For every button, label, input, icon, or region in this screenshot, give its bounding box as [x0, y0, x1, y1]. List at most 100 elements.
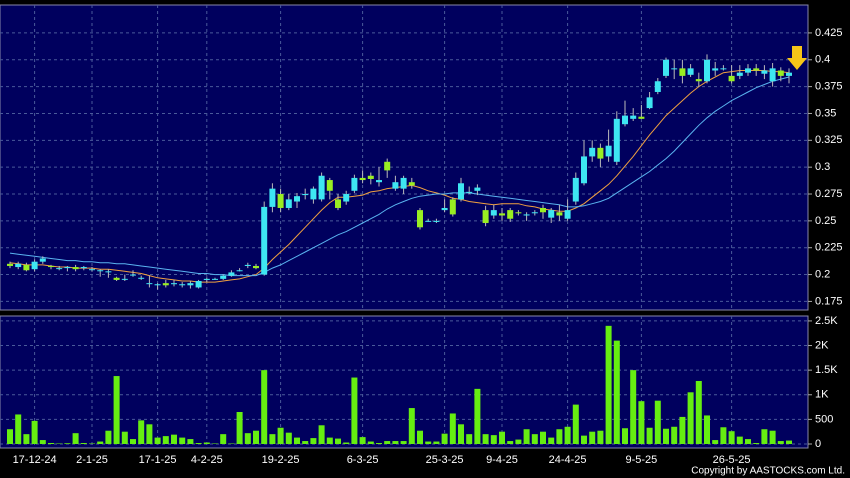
y-tick-label: 0.175 [815, 295, 843, 307]
y-tick-label: 0.275 [815, 188, 843, 200]
volume-bar [490, 435, 497, 444]
candle-body [507, 210, 514, 219]
candle-body [326, 180, 333, 191]
candle-body [654, 81, 661, 92]
candle-body [56, 268, 63, 270]
candle-body [671, 68, 678, 70]
volume-bar [236, 412, 243, 444]
volume-bar [376, 443, 382, 444]
candle-body [408, 182, 415, 186]
candle-body [556, 212, 563, 216]
candle-body [720, 68, 727, 70]
candle-body [613, 118, 620, 162]
volume-bar [171, 434, 177, 444]
volume-bar [769, 430, 776, 444]
volume-bar [646, 427, 653, 444]
candle-body [646, 97, 653, 109]
volume-bar [548, 437, 555, 444]
volume-bar [310, 438, 317, 444]
volume-panel [0, 315, 809, 449]
volume-bar [277, 427, 284, 444]
candle-body [7, 263, 13, 266]
y-tick-label: 0.325 [815, 134, 843, 146]
candle-body [745, 68, 751, 73]
volume-bar [64, 443, 71, 444]
candle-body [490, 210, 497, 216]
candle-body [335, 199, 341, 208]
volume-bar [786, 440, 792, 444]
marker-arrow [787, 46, 807, 70]
candle-body [589, 147, 596, 157]
candle-body [138, 277, 145, 279]
candle-body [48, 265, 54, 268]
volume-bar [408, 408, 415, 444]
y-tick-label: 0.25 [815, 215, 836, 227]
price-panel [0, 4, 809, 311]
candle-body [466, 191, 473, 193]
candle-body [376, 180, 382, 183]
candle-body [687, 68, 694, 75]
candle-body [458, 183, 464, 200]
candle-body [769, 68, 776, 82]
candle-body [449, 199, 456, 215]
volume-bar [482, 434, 489, 444]
volume-bar [564, 426, 571, 444]
volume-bar [597, 430, 604, 444]
x-tick-label: 9-5-25 [626, 454, 658, 466]
volume-bar [146, 424, 153, 444]
candle-body [236, 270, 243, 272]
candle-body [203, 278, 210, 280]
volume-bar [384, 441, 391, 444]
candle-body [786, 72, 792, 76]
volume-bar [244, 433, 251, 444]
candle-body [695, 79, 702, 82]
candle-body [728, 75, 735, 82]
candle-body [704, 59, 710, 82]
y-tick-label: 0.3 [815, 161, 830, 173]
candle-body [130, 274, 136, 276]
volume-bar [359, 437, 366, 444]
candle-body [121, 278, 128, 280]
volume-bar [343, 442, 350, 444]
x-tick-label: 17-12-24 [13, 454, 57, 466]
copyright: Copyright by AASTOCKS.com Ltd. [691, 466, 845, 477]
volume-bar [712, 440, 719, 444]
candle-body [605, 145, 612, 157]
volume-bar [556, 429, 563, 444]
candle-body [630, 115, 637, 119]
volume-bar [269, 434, 276, 444]
volume-bar [630, 370, 637, 444]
volume-bar [130, 439, 136, 444]
volume-bar [220, 434, 227, 444]
candle-body [367, 175, 374, 179]
volume-bar [253, 430, 259, 444]
volume-bar [335, 438, 341, 444]
candle-body [244, 264, 251, 266]
candle-body [269, 188, 276, 207]
volume-bar [663, 428, 669, 444]
candle-body [97, 270, 104, 272]
volume-bar [605, 325, 612, 444]
volume-bar [31, 420, 38, 444]
volume-bar [392, 441, 399, 444]
candle-body [113, 277, 120, 280]
candle-body [15, 263, 22, 268]
candle-body [89, 269, 95, 271]
candle-body [302, 194, 309, 196]
candle-body [64, 267, 71, 269]
candle-body [294, 196, 300, 202]
candle-body [531, 212, 538, 214]
volume-bar [458, 424, 464, 444]
y-tick-label: 2.5K [815, 315, 838, 327]
volume-bar [671, 426, 678, 444]
volume-bar [581, 435, 587, 444]
candle-body [72, 267, 79, 270]
volume-bar [466, 434, 473, 444]
candle-body [581, 156, 587, 184]
candle-body [146, 283, 153, 285]
candle-body [31, 261, 38, 270]
candle-body [277, 194, 284, 208]
x-tick-label: 2-1-25 [76, 454, 108, 466]
volume-bar [613, 340, 620, 444]
y-tick-label: 0.225 [815, 242, 843, 254]
